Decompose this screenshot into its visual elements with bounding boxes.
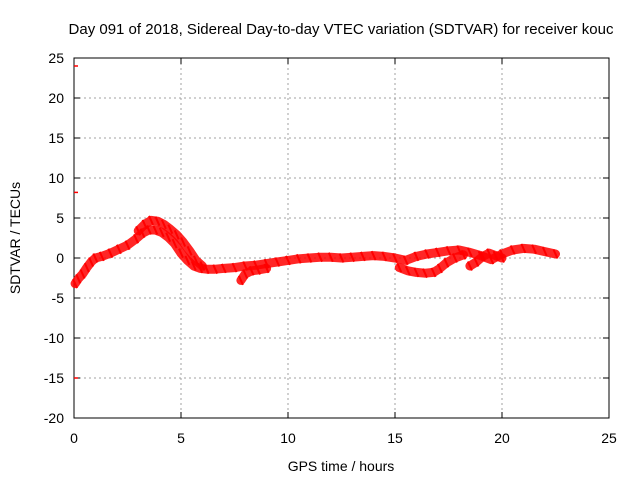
- y-tick-label: 5: [56, 210, 64, 226]
- data-point: [171, 238, 178, 249]
- data-point: [158, 227, 165, 238]
- x-tick-label: 15: [387, 430, 403, 446]
- data-point: [466, 247, 473, 258]
- data-point: [552, 249, 559, 259]
- data-point: [392, 253, 398, 263]
- y-tick-label: 25: [48, 50, 64, 66]
- x-tick-label: 0: [70, 430, 78, 446]
- data-point: [72, 278, 78, 289]
- data-point: [160, 219, 167, 230]
- data-point: [79, 269, 86, 279]
- data-point: [186, 245, 193, 256]
- data-point: [424, 249, 431, 259]
- y-tick-label: 15: [48, 130, 64, 146]
- grid: [74, 58, 609, 418]
- y-tick-label: -10: [44, 330, 64, 346]
- data-point: [499, 253, 505, 263]
- axis-ticks: -20 -15 -10 -5 0 5 10 15 20 25 0 5 10 15 20 25: [44, 50, 617, 446]
- data-point: [167, 224, 174, 235]
- data-layer: [70, 65, 560, 379]
- data-point: [295, 253, 302, 264]
- data-point: [520, 243, 527, 254]
- data-point: [492, 250, 499, 261]
- y-tick-label: 10: [48, 170, 64, 186]
- x-axis-label: GPS time / hours: [288, 458, 395, 474]
- data-point: [486, 248, 493, 259]
- data-point: [434, 247, 441, 258]
- data-point: [285, 255, 291, 266]
- data-point: [349, 252, 356, 263]
- data-point: [124, 240, 131, 251]
- data-point: [88, 257, 95, 267]
- data-point: [396, 262, 403, 273]
- data-point: [199, 261, 206, 271]
- data-point: [381, 251, 388, 262]
- data-point: [98, 251, 105, 262]
- data-point: [359, 251, 366, 262]
- data-point: [402, 255, 409, 266]
- data-point: [437, 263, 443, 274]
- data-point: [460, 249, 467, 260]
- y-tick-label: 0: [56, 250, 64, 266]
- data-point: [135, 225, 142, 236]
- data-point: [231, 262, 238, 273]
- data-point: [173, 229, 180, 240]
- data-point: [154, 216, 161, 227]
- data-point: [479, 251, 486, 262]
- data-point: [509, 245, 516, 255]
- data-point: [306, 253, 313, 263]
- data-point: [242, 269, 249, 279]
- data-point: [422, 268, 428, 279]
- y-tick-label: -15: [44, 370, 64, 386]
- data-point: [148, 215, 154, 226]
- data-point: [180, 237, 187, 247]
- x-tick-label: 10: [280, 430, 296, 446]
- chart-title: Day 091 of 2018, Sidereal Day-to-day VTE…: [69, 21, 614, 38]
- data-point: [413, 251, 420, 262]
- y-tick-label: -5: [52, 290, 65, 306]
- data-point: [274, 257, 281, 267]
- data-point: [263, 263, 270, 274]
- data-point: [317, 252, 324, 263]
- y-tick-label: -20: [44, 410, 64, 426]
- data-point: [165, 232, 172, 243]
- data-point: [255, 265, 261, 275]
- data-point: [83, 262, 90, 273]
- data-point: [107, 248, 114, 259]
- data-point: [338, 253, 345, 263]
- data-point: [141, 219, 148, 230]
- y-axis-label: SDTVAR / TECUs: [7, 182, 23, 294]
- y-tick-label: 20: [48, 90, 64, 106]
- data-point: [92, 253, 99, 263]
- data-point: [370, 250, 377, 261]
- data-point: [541, 246, 548, 257]
- data-point: [133, 233, 139, 244]
- x-tick-label: 5: [177, 430, 185, 446]
- data-point: [152, 225, 159, 235]
- data-point: [531, 244, 538, 255]
- data-point: [473, 257, 480, 267]
- data-point: [430, 267, 437, 278]
- data-point: [327, 252, 334, 263]
- data-point: [445, 245, 452, 256]
- plot-frame: [73, 57, 610, 419]
- data-point: [238, 275, 244, 286]
- x-tick-label: 25: [601, 430, 617, 446]
- x-tick-label: 20: [494, 430, 510, 446]
- data-point: [178, 248, 184, 259]
- data-point: [116, 244, 122, 255]
- data-point: [184, 255, 191, 266]
- data-point: [404, 265, 411, 276]
- data-point: [75, 273, 82, 284]
- data-point: [443, 257, 450, 268]
- data-point: [193, 255, 199, 266]
- data-point: [452, 253, 458, 263]
- data-point: [413, 267, 420, 278]
- data-point: [220, 263, 227, 274]
- data-point: [212, 264, 219, 275]
- data-point: [466, 261, 473, 271]
- data-point: [248, 265, 255, 276]
